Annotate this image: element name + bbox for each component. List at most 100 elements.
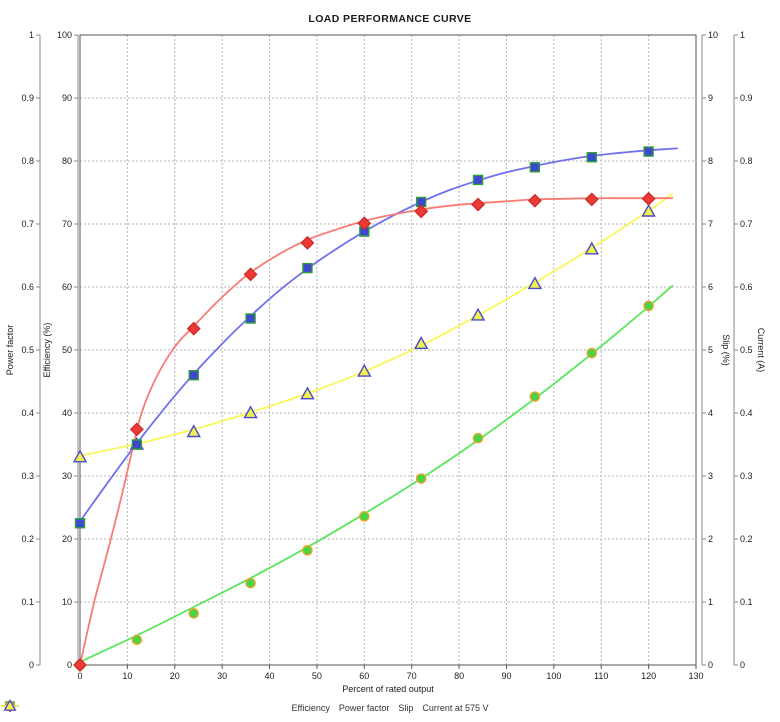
marker-power-factor: [586, 152, 597, 163]
marker-current-at-575-v: [641, 203, 656, 217]
slip-tick-label: 6: [708, 282, 713, 292]
legend-label: Power factor: [338, 703, 390, 713]
slip-tick-label: 7: [708, 219, 713, 229]
x-tick-label: 0: [77, 671, 82, 681]
x-tick-label: 10: [122, 671, 132, 681]
efficiency-tick-label: 10: [62, 597, 72, 607]
plot-area: 0 0.1 0.2 0.3 0.4 0.5 0.6 0.7 0.8 0.9 1 Power facto…: [5, 30, 766, 694]
slip-tick-label: 8: [708, 156, 713, 166]
slip-tick-label: 2: [708, 534, 713, 544]
efficiency-tick-label: 20: [62, 534, 72, 544]
efficiency-tick-label: 0: [67, 660, 72, 670]
legend-item-power-factor: Power factor: [1, 701, 390, 713]
marker-slip: [359, 511, 370, 522]
current-axis-title: Current (A): [756, 328, 766, 373]
power_factor-axis-title: Power factor: [5, 325, 15, 376]
slip-tick-label: 10: [708, 30, 718, 40]
current-tick-label: 0.3: [740, 471, 753, 481]
current-tick-label: 0.8: [740, 156, 753, 166]
marker-power-factor: [131, 439, 143, 450]
efficiency-tick-label: 60: [62, 282, 72, 292]
legend-item-current-at-575-v: Current at 575 V: [1, 699, 489, 713]
marker-slip: [472, 432, 484, 444]
marker-efficiency: [357, 216, 372, 231]
legend: Efficiency Power factor Slip Current at 575…: [0, 698, 780, 718]
power_factor-tick-label: 0.7: [21, 219, 34, 229]
slip-tick-label: 4: [708, 408, 713, 418]
marker-slip: [586, 347, 598, 359]
marker-efficiency: [243, 267, 258, 282]
legend-item-slip: Slip: [1, 701, 414, 713]
marker-current-at-575-v: [186, 424, 201, 438]
x-tick-label: 70: [407, 671, 417, 681]
power_factor-tick-label: 0.4: [21, 408, 34, 418]
marker-slip: [415, 473, 427, 484]
efficiency-tick-label: 70: [62, 219, 72, 229]
series-line-slip: [79, 284, 674, 663]
current-tick-label: 0: [740, 660, 745, 670]
x-tick-label: 80: [454, 671, 464, 681]
marker-power-factor: [188, 370, 199, 381]
x-tick-label: 30: [217, 671, 227, 681]
efficiency-axis-title: Efficiency (%): [42, 323, 52, 378]
legend-item-efficiency: Efficiency: [1, 699, 330, 713]
marker-current-at-575-v: [413, 336, 429, 349]
marker-efficiency: [641, 191, 656, 206]
triangle-legend-icon: [1, 699, 19, 711]
slip-tick-label: 5: [708, 345, 713, 355]
marker-power-factor: [643, 146, 654, 157]
series-line-efficiency: [79, 197, 674, 666]
power_factor-tick-label: 0.8: [21, 156, 34, 166]
marker-power-factor: [302, 262, 313, 274]
marker-efficiency: [527, 193, 542, 208]
x-tick-label: 110: [594, 671, 608, 681]
slip-tick-label: 0: [708, 660, 713, 670]
x-tick-label: 20: [170, 671, 180, 681]
x-tick-label: 100: [546, 671, 561, 681]
current-tick-label: 0.2: [740, 534, 753, 544]
x-tick-label: 130: [688, 671, 703, 681]
marker-current-at-575-v: [72, 449, 88, 463]
power_factor-tick-label: 0: [29, 660, 34, 670]
current-tick-label: 0.4: [740, 408, 753, 418]
marker-current-at-575-v: [470, 307, 486, 321]
x-tick-label: 50: [312, 671, 322, 681]
marker-current-at-575-v: [584, 241, 599, 255]
power_factor-tick-label: 0.6: [21, 282, 34, 292]
current-tick-label: 0.9: [740, 93, 753, 103]
chart-title: LOAD PERFORMANCE CURVE: [308, 13, 472, 25]
slip-tick-label: 9: [708, 93, 713, 103]
efficiency-tick-label: 90: [62, 93, 72, 103]
efficiency-tick-label: 50: [62, 345, 72, 355]
plot-frame: [79, 34, 697, 666]
x-tick-label: 120: [641, 671, 656, 681]
marker-efficiency: [584, 192, 599, 207]
efficiency-tick-label: 100: [57, 30, 72, 40]
power_factor-tick-label: 0.2: [21, 534, 34, 544]
current-tick-label: 0.1: [740, 597, 753, 607]
legend-label: Slip: [398, 703, 414, 713]
marker-current-at-575-v: [243, 405, 258, 419]
current-tick-label: 0.5: [740, 345, 753, 355]
series-line-current-at-575-v: [79, 192, 674, 457]
slip-tick-label: 3: [708, 471, 713, 481]
marker-efficiency: [471, 197, 486, 212]
slip-axis-title: Slip (%): [721, 334, 731, 366]
series-line-power-factor: [79, 147, 678, 523]
marker-current-at-575-v: [357, 363, 372, 377]
marker-efficiency: [129, 422, 144, 437]
x-axis-title: Percent of rated output: [342, 684, 434, 694]
x-tick-label: 90: [501, 671, 511, 681]
current-tick-label: 1: [740, 30, 745, 40]
legend-label: Current at 575 V: [422, 703, 489, 713]
marker-current-at-575-v: [527, 276, 543, 290]
current-tick-label: 0.6: [740, 282, 753, 292]
marker-slip: [302, 545, 313, 556]
marker-efficiency: [73, 658, 87, 672]
power_factor-tick-label: 0.5: [21, 345, 34, 355]
efficiency-tick-label: 80: [62, 156, 72, 166]
marker-slip: [188, 608, 200, 619]
marker-slip: [529, 391, 541, 402]
power_factor-tick-label: 0.1: [21, 597, 34, 607]
